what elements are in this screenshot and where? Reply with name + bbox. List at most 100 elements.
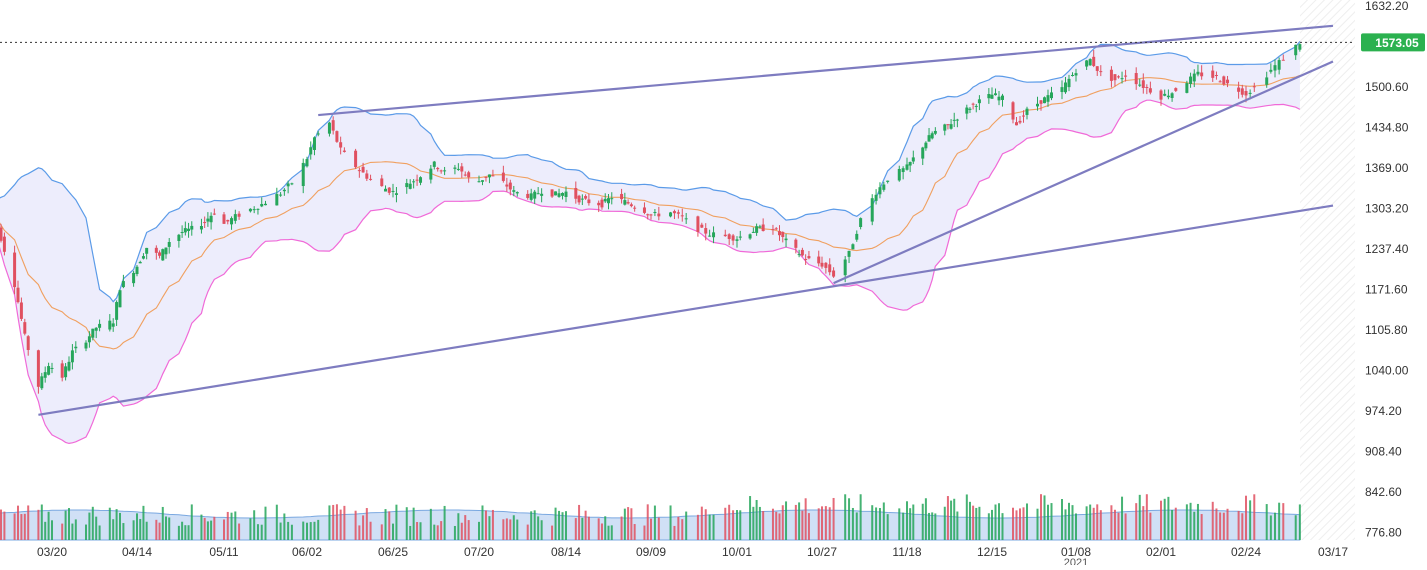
volume-bar [213,516,216,540]
candle-body [167,242,171,247]
candle [557,188,561,198]
candle [526,190,530,200]
volume-bar [1215,508,1218,540]
volume-bar [972,505,975,540]
candle [339,136,343,155]
candle [1088,58,1092,66]
candle-body [855,233,859,240]
candle-body [1011,102,1015,120]
volume-bar [1237,510,1240,540]
volume-bar [40,504,43,540]
candle-body [1099,71,1103,73]
candle [672,209,676,220]
candle [738,230,742,241]
candle-body [132,272,136,284]
candle [380,174,384,187]
volume-bar [122,523,125,540]
volume-bar [187,525,190,540]
candle [649,213,653,220]
candle-body [587,199,591,204]
candle [354,148,358,169]
volume-bar [886,514,889,540]
candle-body [1166,95,1170,98]
candle-body [1001,95,1004,100]
candle [653,209,657,217]
candle [252,206,256,214]
candle-body [727,234,731,240]
candle [901,166,905,180]
candle [222,212,226,224]
candle [817,250,821,267]
candle [603,193,607,203]
candle-body [1265,77,1269,85]
candle [19,297,23,321]
candle-body [384,188,388,192]
candle-body [723,234,727,237]
candle-body [1064,82,1067,93]
candle [1095,66,1099,76]
candle [1046,89,1050,107]
candle-body [859,218,863,227]
candle-body [290,183,294,185]
volume-bar [1096,504,1099,540]
candle-body [882,184,886,190]
candle [1237,81,1241,99]
volume-bar [653,505,656,540]
candle-body [629,204,633,207]
volume-bar [238,523,241,540]
volume-bar [190,504,193,540]
candle-body [47,366,51,375]
volume-bar [1226,508,1229,540]
volume-bar [685,511,688,540]
x-tick-label: 05/11 [209,545,238,559]
candle-body [1050,92,1053,99]
last-price-label: 1573.05 [1375,36,1419,50]
candle [626,199,630,205]
candle [98,319,102,332]
candle-body [335,131,339,142]
candle-body [312,137,316,150]
candle-body [901,168,905,173]
volume-bar [906,501,908,540]
candle [36,349,40,394]
volume-bar [801,510,804,540]
volume-bar [1245,495,1247,540]
x-tick-label: 02/01 [1146,545,1176,559]
candle-body [480,180,484,182]
candle-body [1298,44,1302,50]
candle-body [676,212,680,214]
volume-bar [752,506,755,540]
candle-body [603,198,607,202]
candle [577,194,581,205]
volume-bar [509,519,512,540]
y-tick-label: 1500.60 [1365,80,1409,94]
candle-body [16,287,20,303]
candle [1211,65,1215,82]
volume-bar [785,501,788,540]
volume-bar [832,497,835,540]
volume-bar [762,511,765,540]
candle [580,194,584,206]
candle [574,181,578,204]
candle-body [851,244,855,250]
candle [554,191,558,196]
candle-body [712,232,716,238]
volume-bar [1253,494,1256,540]
volume-bar [287,521,290,540]
candle [629,202,633,208]
volume-bar [369,521,372,540]
candle [118,289,122,308]
candle-body [1252,86,1256,88]
volume-bar [230,512,233,540]
candle [94,327,98,339]
candle-body [512,190,516,192]
candle [50,362,54,374]
volume-bar [165,516,167,540]
candle [1277,57,1281,75]
candle [161,248,165,261]
volume-bar [275,504,278,540]
volume-bar [429,508,432,540]
volume-bar [155,519,158,540]
volume-bar [902,512,905,540]
candle-body [50,367,54,369]
